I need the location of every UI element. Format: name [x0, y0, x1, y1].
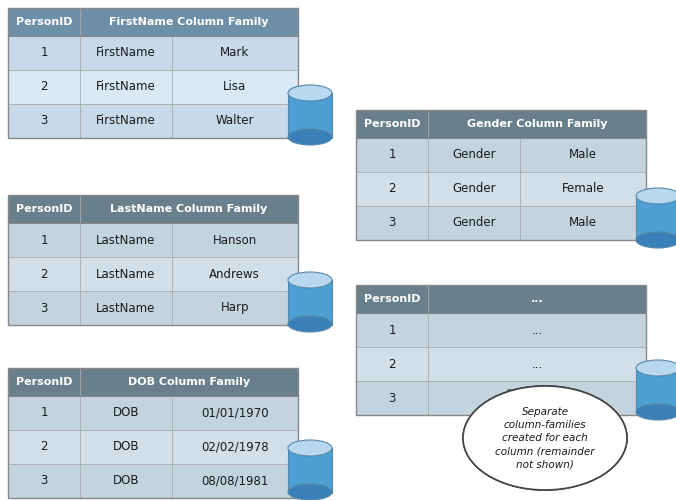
Text: Lisa: Lisa	[223, 80, 247, 94]
Text: ...: ...	[531, 392, 543, 404]
Ellipse shape	[636, 188, 676, 204]
Bar	[288, 280, 332, 325]
Text: 3: 3	[41, 302, 48, 314]
Bar	[356, 110, 646, 138]
Text: 3: 3	[388, 392, 395, 404]
Text: DOB: DOB	[112, 474, 139, 488]
Text: DOB: DOB	[112, 440, 139, 454]
Bar	[8, 430, 298, 464]
Text: 2: 2	[41, 80, 48, 94]
Bar	[288, 93, 332, 138]
Text: Walter: Walter	[216, 114, 254, 128]
Text: PersonID: PersonID	[16, 204, 72, 214]
Polygon shape	[508, 390, 541, 402]
Text: ...: ...	[531, 294, 544, 304]
Text: 1: 1	[388, 324, 395, 336]
Text: 08/08/1981: 08/08/1981	[201, 474, 268, 488]
Text: DOB: DOB	[112, 406, 139, 420]
Ellipse shape	[288, 272, 332, 288]
Text: Separate
column-families
created for each
column (remainder
not shown): Separate column-families created for eac…	[496, 406, 595, 470]
Bar	[8, 291, 298, 325]
Text: Male: Male	[569, 216, 597, 230]
Ellipse shape	[636, 404, 676, 420]
Text: DOB Column Family: DOB Column Family	[128, 377, 250, 387]
Bar	[356, 313, 646, 347]
Text: PersonID: PersonID	[16, 17, 72, 27]
Text: 2: 2	[41, 440, 48, 454]
Bar	[8, 8, 298, 138]
Text: Gender: Gender	[452, 182, 496, 196]
Text: Gender Column Family: Gender Column Family	[466, 119, 607, 129]
Text: LastName: LastName	[96, 268, 155, 280]
Text: 1: 1	[41, 406, 48, 420]
Text: 02/02/1978: 02/02/1978	[201, 440, 268, 454]
Bar	[8, 368, 298, 498]
Text: Female: Female	[562, 182, 604, 196]
Text: 1: 1	[388, 148, 395, 162]
Text: FirstName: FirstName	[96, 114, 155, 128]
Bar	[356, 172, 646, 206]
Bar	[8, 223, 298, 257]
Text: Andrews: Andrews	[210, 268, 260, 280]
Text: Gender: Gender	[452, 216, 496, 230]
Bar	[356, 110, 646, 240]
Text: Mark: Mark	[220, 46, 249, 60]
Bar	[356, 381, 646, 415]
Text: 3: 3	[41, 474, 48, 488]
Text: Gender: Gender	[452, 148, 496, 162]
Bar	[8, 195, 298, 325]
Bar	[356, 347, 646, 381]
Text: 2: 2	[388, 182, 395, 196]
Ellipse shape	[288, 484, 332, 500]
Text: Male: Male	[569, 148, 597, 162]
Ellipse shape	[463, 386, 627, 490]
Text: 1: 1	[41, 46, 48, 60]
Bar	[356, 285, 646, 313]
Bar	[8, 464, 298, 498]
Text: 3: 3	[388, 216, 395, 230]
Text: Harp: Harp	[220, 302, 249, 314]
Text: ...: ...	[531, 358, 543, 370]
Text: PersonID: PersonID	[364, 294, 420, 304]
Ellipse shape	[463, 386, 627, 490]
Text: 01/01/1970: 01/01/1970	[201, 406, 268, 420]
Ellipse shape	[288, 440, 332, 456]
Ellipse shape	[288, 85, 332, 101]
Bar	[356, 285, 646, 415]
Bar	[8, 36, 298, 70]
Bar	[356, 206, 646, 240]
Text: 2: 2	[388, 358, 395, 370]
Text: LastName: LastName	[96, 302, 155, 314]
Text: LastName: LastName	[96, 234, 155, 246]
Ellipse shape	[288, 129, 332, 145]
Bar	[356, 138, 646, 172]
Text: PersonID: PersonID	[16, 377, 72, 387]
Text: FirstName: FirstName	[96, 46, 155, 60]
Text: LastName Column Family: LastName Column Family	[110, 204, 268, 214]
Bar	[8, 257, 298, 291]
Text: 2: 2	[41, 268, 48, 280]
Text: PersonID: PersonID	[364, 119, 420, 129]
Bar	[636, 196, 676, 241]
Ellipse shape	[636, 360, 676, 376]
Bar	[8, 368, 298, 396]
Text: Hanson: Hanson	[213, 234, 257, 246]
Text: ...: ...	[531, 324, 543, 336]
Bar	[8, 195, 298, 223]
Text: FirstName Column Family: FirstName Column Family	[110, 17, 269, 27]
Text: 1: 1	[41, 234, 48, 246]
Ellipse shape	[636, 232, 676, 248]
Text: 3: 3	[41, 114, 48, 128]
Bar	[8, 8, 298, 36]
Bar	[636, 368, 676, 413]
Bar	[8, 396, 298, 430]
Text: FirstName: FirstName	[96, 80, 155, 94]
Ellipse shape	[288, 316, 332, 332]
Bar	[288, 448, 332, 493]
Bar	[8, 104, 298, 138]
Bar	[8, 70, 298, 104]
